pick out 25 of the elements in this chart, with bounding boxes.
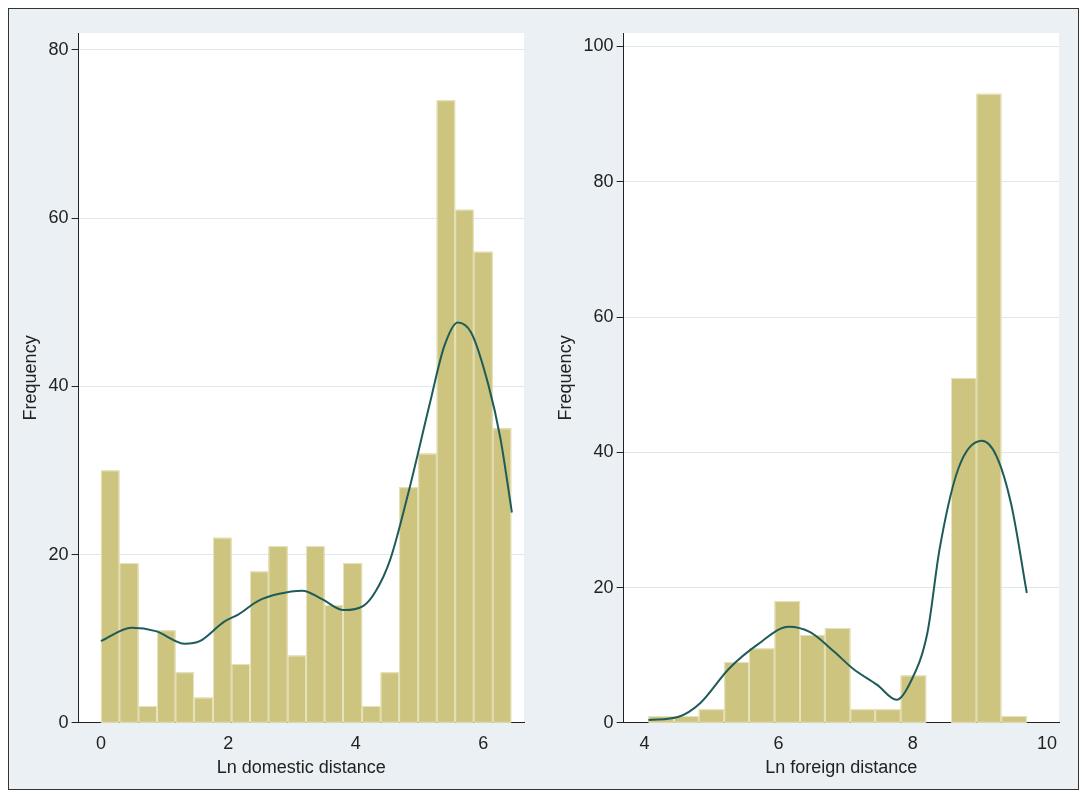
- y-tick-label: 80: [593, 170, 614, 191]
- x-tick-label: 6: [478, 732, 489, 753]
- y-tick-label: 0: [603, 711, 614, 732]
- x-tick-label: 2: [223, 732, 234, 753]
- x-axis-title: Ln foreign distance: [765, 757, 918, 778]
- y-axis-title: Frequency: [554, 335, 575, 421]
- x-tick-label: 4: [351, 732, 362, 753]
- y-tick-label: 40: [48, 375, 69, 396]
- y-tick-label: 60: [593, 306, 614, 326]
- line-series: [100, 321, 514, 645]
- y-axis-title: Frequency: [20, 335, 41, 421]
- x-tick-label: 6: [773, 732, 784, 753]
- y-tick-label: 60: [48, 207, 69, 228]
- y-tick-label: 0: [58, 711, 69, 732]
- x-tick-label: 4: [639, 732, 650, 753]
- y-tick-label: 20: [48, 543, 69, 564]
- x-tick-label: 0: [96, 732, 107, 753]
- x-tick-label: 8: [907, 732, 918, 753]
- y-tick-label: 20: [593, 576, 614, 597]
- y-tick-label: 40: [593, 441, 614, 462]
- x-tick-label: 10: [1036, 732, 1057, 753]
- line-series: [647, 439, 1028, 722]
- x-axis-title: Ln domestic distance: [217, 757, 387, 778]
- y-tick-label: 80: [48, 38, 69, 59]
- y-tick-label: 100: [583, 35, 614, 56]
